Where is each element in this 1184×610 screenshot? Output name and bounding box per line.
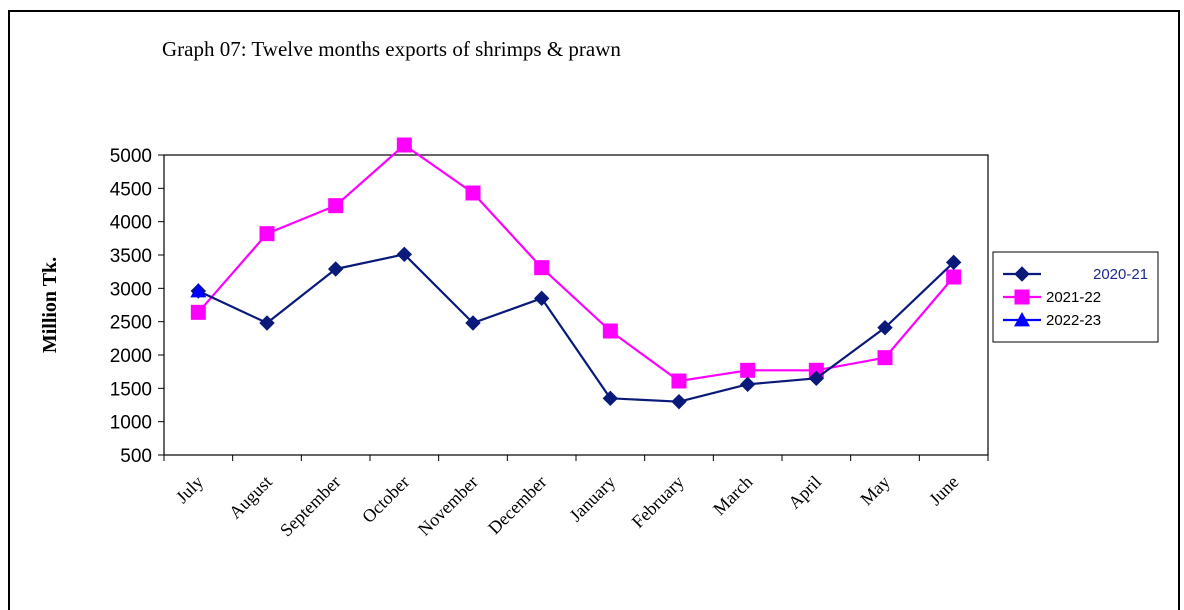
x-tick-label: February [628, 472, 688, 532]
axes: 500 1000 1500 2000 2500 3000 3500 4000 4500 5000 J… [39, 146, 989, 541]
data-point [533, 290, 550, 307]
x-tick-label: March [709, 472, 756, 519]
data-point [602, 390, 619, 407]
data-point [465, 185, 481, 201]
data-point [259, 226, 275, 242]
y-tick-label: 5000 [110, 146, 152, 167]
series-2022-23 [190, 283, 207, 298]
y-tick-label: 1500 [110, 379, 152, 400]
data-point [740, 362, 756, 378]
legend-label: 2021-22 [1046, 289, 1101, 306]
legend-marker [1014, 312, 1030, 327]
legend-entry: 2020-21 [1003, 266, 1148, 283]
data-point [328, 198, 344, 214]
data-point [327, 261, 344, 277]
data-point [671, 393, 687, 410]
x-tick-label: November [414, 472, 482, 540]
data-point [877, 350, 893, 366]
legend-marker [1014, 266, 1030, 282]
y-tick-label: 4000 [110, 213, 152, 234]
x-tick-label: June [925, 472, 962, 509]
x-tick-label: January [565, 472, 619, 526]
legend-entry: 2022-23 [1003, 312, 1101, 329]
y-tick-label: 2000 [110, 346, 152, 367]
series-line [197, 253, 955, 403]
series-layer [190, 137, 962, 410]
data-point [396, 246, 413, 263]
series-2021-22 [190, 137, 962, 389]
x-tick-label: October [358, 472, 413, 527]
y-tick-label: 2500 [110, 313, 152, 334]
figure-frame [8, 10, 1180, 610]
plot-area [163, 154, 989, 456]
data-point [190, 283, 207, 298]
legend-marker [1014, 289, 1030, 305]
series-2020-21 [190, 246, 962, 410]
legend: 2020-21 2021-22 2022-23 [992, 251, 1159, 343]
x-tick-label: July [172, 472, 207, 507]
x-tick-label: August [225, 472, 276, 523]
data-point [534, 260, 550, 276]
data-point [739, 376, 756, 393]
x-tick-label: May [856, 472, 893, 509]
data-point [945, 254, 962, 271]
data-point [602, 323, 618, 339]
data-point [877, 319, 893, 336]
x-tick-label: December [484, 472, 550, 538]
data-point [671, 373, 687, 389]
legend-label: 2022-23 [1046, 312, 1101, 329]
legend-label: 2020-21 [1093, 266, 1148, 283]
data-point [465, 315, 481, 331]
data-point [808, 362, 824, 378]
line-chart: 500 1000 1500 2000 2500 3000 3500 4000 4500 5000 J… [39, 137, 1159, 541]
y-tick-label: 3000 [110, 279, 152, 300]
y-tick-label: 500 [120, 446, 152, 467]
data-point [190, 304, 206, 320]
y-tick-label: 3500 [110, 246, 152, 267]
data-point [259, 315, 275, 331]
y-axis-label: Million Tk. [39, 257, 61, 353]
legend-entry: 2021-22 [1003, 289, 1101, 306]
y-tick-label: 1000 [110, 413, 152, 434]
x-tick-label: September [276, 472, 345, 541]
x-tick-label: April [784, 472, 825, 513]
data-point [946, 269, 962, 285]
series-line [197, 143, 955, 383]
chart-title: Graph 07: Twelve months exports of shrim… [162, 37, 621, 61]
y-tick-label: 4500 [110, 179, 152, 200]
data-point [808, 370, 825, 387]
data-point [396, 137, 412, 153]
